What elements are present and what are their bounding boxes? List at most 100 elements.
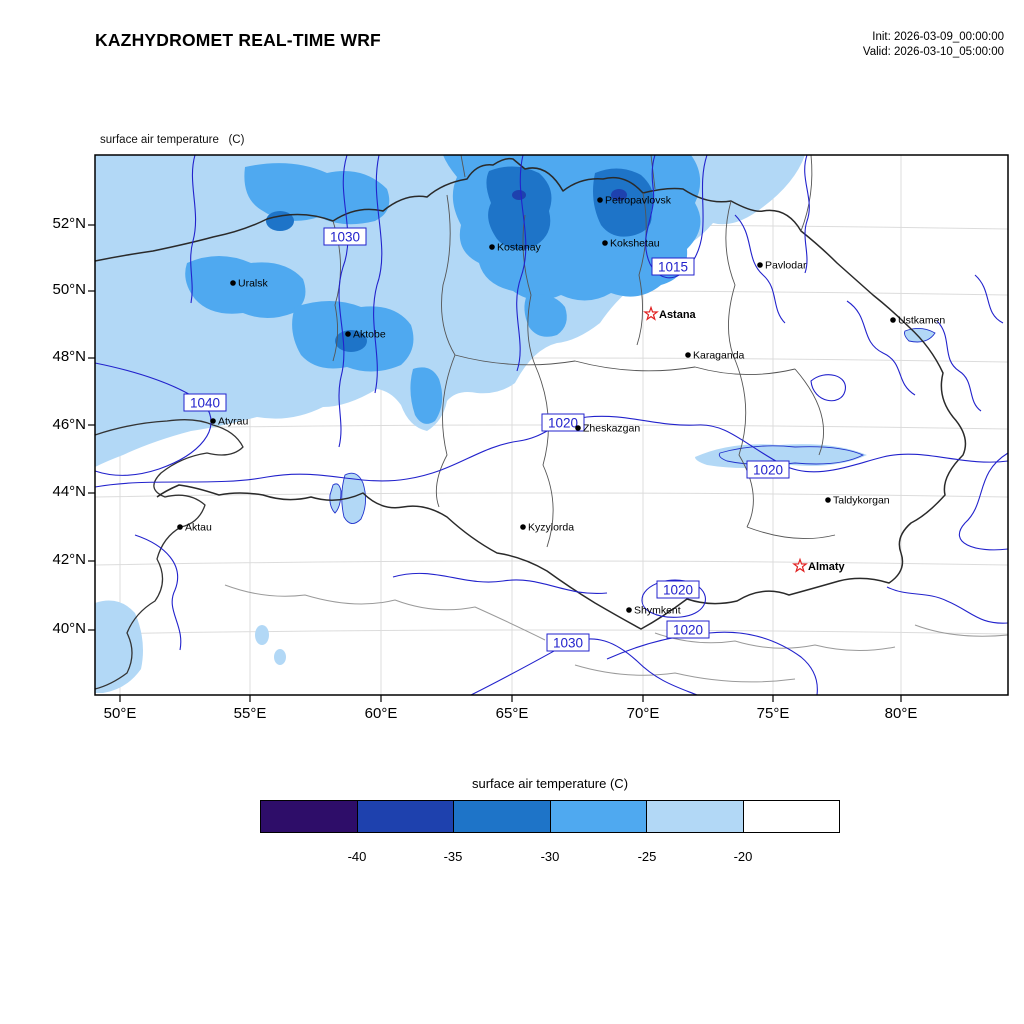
cities: Petropavlovsk Kostanay Kokshetau Pavloda…	[177, 195, 945, 617]
run-times: Init: 2026-03-09_00:00:00 Valid: 2026-03…	[863, 30, 1004, 60]
isobar-label-1030-south: 1030	[546, 633, 590, 652]
colorbar-segment	[742, 801, 839, 832]
city-marker-karaganda: Karaganda	[685, 350, 745, 362]
isobar-path	[958, 452, 1009, 551]
city-label: Kostanay	[497, 242, 542, 254]
lakes	[329, 328, 936, 524]
isobar-label-1030-nw: 1030	[323, 227, 367, 246]
city-dot	[210, 418, 216, 424]
isobar-path	[134, 534, 182, 651]
city-marker-astana: Astana	[643, 305, 697, 321]
isobar-path	[846, 300, 916, 396]
city-dot	[177, 524, 183, 530]
city-marker-pavlodar: Pavlodar	[757, 260, 807, 272]
oblast-border	[441, 194, 456, 356]
caspian-coastline	[94, 419, 244, 690]
lat-label-42n: 42°N	[52, 551, 86, 568]
city-label: Uralsk	[238, 278, 269, 290]
temp-fill-mid-tongue	[524, 294, 567, 337]
colorbar	[260, 800, 840, 833]
lat-label-48n: 48°N	[52, 348, 86, 365]
city-label: Pavlodar	[765, 260, 807, 272]
lon-label-60e: 60°E	[364, 705, 398, 722]
colorbar-tick-label: -35	[443, 849, 463, 864]
isobar-label-text: 1020	[548, 416, 578, 431]
temp-fill-dark-speck	[266, 211, 294, 231]
city-marker-shymkent: Shymkent	[626, 605, 681, 617]
city-dot	[345, 331, 351, 337]
colorbar-title: surface air temperature (C)	[471, 776, 629, 791]
temp-fill-speck	[255, 625, 269, 645]
lat-label-40n: 40°N	[52, 620, 86, 637]
isobar-label-1015: 1015	[651, 257, 695, 276]
isobar-label-text: 1040	[190, 396, 220, 411]
oblast-border	[732, 354, 754, 528]
temp-fill-navy-speck	[611, 189, 627, 201]
map-frame	[94, 154, 1009, 696]
isobar-path	[734, 214, 786, 324]
isobar-path	[373, 154, 383, 394]
isobar-label-1020-balkhash: 1020	[746, 460, 790, 479]
colorbar-segment	[356, 801, 453, 832]
city-dot	[230, 280, 236, 286]
pressure-contour-labels: 1030 1015 1040 1020 1020	[183, 227, 790, 652]
isobar-label-1040: 1040	[183, 393, 227, 412]
isobar-label-box	[323, 227, 367, 246]
isobar-label-box	[546, 633, 590, 652]
city-label: Petropavlovsk	[605, 195, 672, 207]
lake-zaysan	[904, 328, 936, 343]
borders	[94, 154, 1009, 690]
isobar-path	[470, 638, 698, 696]
oblast-border	[522, 214, 536, 366]
capital-star-icon	[643, 305, 659, 321]
colorbar-segment	[453, 801, 550, 832]
colorbar-tick-label: -40	[347, 849, 367, 864]
oblast-border	[725, 200, 736, 356]
axis-ticks	[88, 224, 902, 702]
neighbor-border	[224, 584, 546, 641]
city-marker-kostanay: Kostanay	[489, 242, 542, 254]
city-marker-kyzylorda: Kyzylorda	[520, 522, 574, 534]
isobar-path	[392, 572, 608, 595]
isobar-label-1020-south2: 1020	[666, 620, 710, 639]
field-temperature-label: surface air temperature (C)	[100, 134, 245, 146]
lat-label-44n: 44°N	[52, 483, 86, 500]
lat-label-46n: 46°N	[52, 416, 86, 433]
city-marker-almaty: Almaty	[792, 557, 846, 573]
temp-fill-dark-petropavlovsk	[593, 168, 654, 237]
city-label: Astana	[659, 309, 697, 321]
isobar-path	[338, 154, 349, 448]
temp-fill-navy-speck	[512, 190, 526, 200]
capital-star-icon	[792, 557, 808, 573]
isobar-label-box	[656, 580, 700, 599]
oblast-border	[794, 368, 825, 456]
temp-fill-speck	[274, 649, 286, 665]
isobar-label-box	[541, 413, 585, 432]
isobar-label-box	[183, 393, 227, 412]
temp-fill-mid-tail	[410, 367, 443, 424]
city-label: Kokshetau	[610, 238, 660, 250]
isobar-label-text: 1020	[673, 623, 703, 638]
isobar-label-box	[666, 620, 710, 639]
city-label: Taldykorgan	[833, 495, 890, 507]
isobar-label-1020-south1: 1020	[656, 580, 700, 599]
isobar-label-text: 1020	[663, 583, 693, 598]
isobar-path	[886, 586, 1009, 624]
city-dot	[757, 262, 763, 268]
map-area: 1030 1015 1040 1020 1020	[88, 154, 1009, 702]
neighbor-border	[914, 624, 1009, 637]
city-marker-taldykorgan: Taldykorgan	[825, 495, 890, 507]
isobar-path	[516, 154, 527, 372]
lon-label-80e: 80°E	[884, 705, 918, 722]
parallel-line	[94, 629, 1009, 635]
city-marker-kokshetau: Kokshetau	[602, 238, 660, 250]
colorbar-tick-label: -25	[637, 849, 657, 864]
lake-aral-west	[329, 483, 342, 514]
temp-fill-mid-nw1	[244, 163, 390, 225]
init-time: Init: 2026-03-09_00:00:00	[872, 31, 1004, 43]
isobar-path	[936, 320, 982, 412]
city-label: Almaty	[808, 561, 846, 573]
city-marker-ustkamen: Ustkamen	[890, 315, 945, 327]
lat-label-50n: 50°N	[52, 281, 86, 298]
city-label: Aktobe	[353, 329, 386, 341]
